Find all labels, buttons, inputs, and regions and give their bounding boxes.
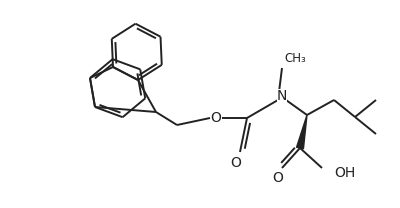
Polygon shape bbox=[296, 115, 307, 149]
Text: CH₃: CH₃ bbox=[284, 52, 306, 64]
Text: N: N bbox=[277, 89, 287, 103]
Text: O: O bbox=[230, 156, 242, 170]
Text: O: O bbox=[210, 111, 222, 125]
Text: OH: OH bbox=[334, 166, 355, 180]
Text: O: O bbox=[272, 171, 284, 185]
